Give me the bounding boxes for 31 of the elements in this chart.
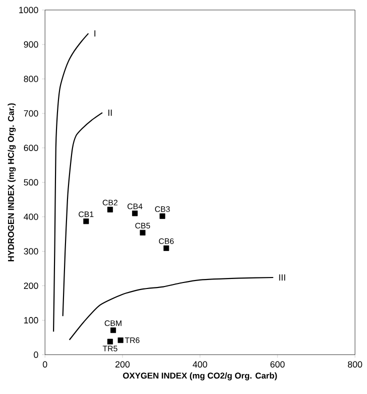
series-label: II	[108, 110, 112, 116]
y-tick-label: 100	[24, 317, 38, 324]
x-tick-label: 800	[348, 361, 362, 368]
point	[110, 327, 116, 334]
x-tick-label: 0	[42, 361, 48, 368]
y-tick-label: 600	[24, 144, 38, 152]
y-tick-label: 900	[24, 41, 38, 48]
x-tick-label: 400	[192, 361, 208, 368]
point	[107, 338, 113, 344]
y-tick-label: 800	[24, 76, 38, 82]
y-tick-label: 0	[34, 352, 38, 358]
y-tick-label: 400	[24, 214, 38, 220]
y-tick-label: 300	[24, 248, 38, 254]
series-label: III	[279, 274, 286, 281]
point	[83, 218, 89, 224]
point	[132, 210, 138, 216]
point	[118, 337, 124, 344]
point	[160, 213, 166, 219]
y-axis-title: HYDROGEN INDEX (mg HC/g Org. Car.)	[8, 103, 16, 262]
line-series	[62, 112, 103, 317]
point	[140, 230, 146, 236]
series-label: I	[94, 30, 96, 37]
y-tick-label: 1000	[19, 6, 38, 14]
y-tick-label: 500	[24, 179, 38, 186]
x-tick-label: 200	[115, 361, 130, 368]
x-axis-title: OXYGEN INDEX (mg CO2/g Org. Carb)	[123, 372, 277, 380]
y-tick-label: 200	[24, 282, 38, 289]
y-tick-label: 700	[24, 110, 38, 117]
point	[163, 245, 170, 251]
x-tick-label: 600	[270, 361, 285, 368]
point	[107, 206, 113, 212]
